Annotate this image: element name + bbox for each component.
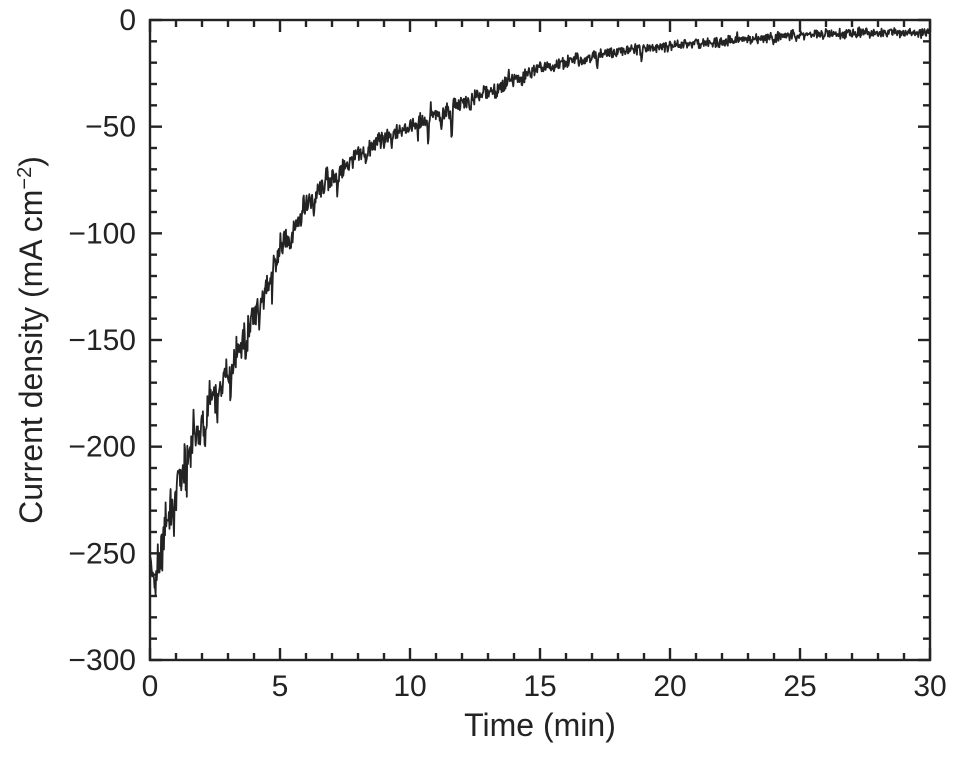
x-axis-label: Time (min) xyxy=(464,707,616,743)
x-tick-label: 20 xyxy=(653,670,686,703)
line-chart: 0 5 10 15 20 25 30 0 −50 −100 −150 −200 −250 −300 Time… xyxy=(0,0,961,759)
x-tick-label: 0 xyxy=(142,670,159,703)
y-tick-label: −100 xyxy=(68,217,136,250)
y-tick-label: 0 xyxy=(119,4,136,37)
x-tick-label: 15 xyxy=(523,670,556,703)
x-tick-label: 25 xyxy=(783,670,816,703)
chart-container: 0 5 10 15 20 25 30 0 −50 −100 −150 −200 −250 −300 Time… xyxy=(0,0,961,759)
x-tick-label: 5 xyxy=(272,670,289,703)
y-tick-label: −300 xyxy=(68,644,136,677)
x-tick-label: 10 xyxy=(393,670,426,703)
y-tick-label: −50 xyxy=(85,111,136,144)
y-tick-label: −250 xyxy=(68,537,136,570)
y-tick-label: −200 xyxy=(68,431,136,464)
x-tick-label: 30 xyxy=(913,670,946,703)
y-axis-label: Current density (mA cm−2) xyxy=(13,156,49,524)
y-tick-label: −150 xyxy=(68,324,136,357)
svg-text:Current density (mA cm−2): Current density (mA cm−2) xyxy=(13,156,49,524)
